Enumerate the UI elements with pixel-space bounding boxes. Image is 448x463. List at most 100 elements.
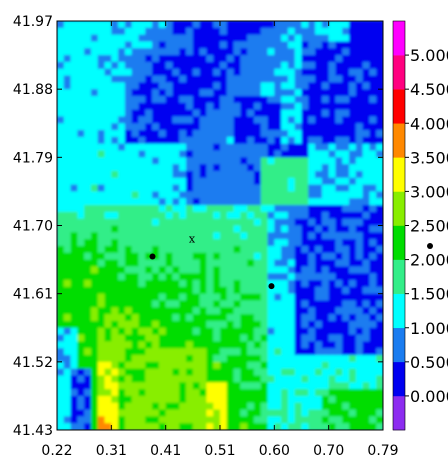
field-cell: [104, 89, 112, 97]
field-cell: [124, 402, 133, 411]
field-cell: [77, 368, 85, 377]
field-cell: [152, 225, 160, 233]
field-cell: [57, 89, 65, 97]
field-cell: [84, 170, 92, 179]
field-cell: [342, 300, 350, 308]
field-cell: [84, 307, 92, 315]
field-cell: [301, 348, 309, 356]
field-cell: [328, 95, 337, 104]
field-cell: [97, 225, 106, 233]
field-cell: [111, 130, 119, 138]
field-cell: [294, 198, 303, 206]
field-cell: [124, 136, 133, 145]
field-cell: [301, 266, 309, 274]
field-cell: [328, 61, 337, 70]
field-cell: [186, 409, 194, 417]
field-cell: [226, 95, 235, 104]
field-cell: [70, 157, 78, 165]
field-cell: [226, 89, 235, 97]
field-cell: [287, 259, 296, 267]
field-cell: [362, 382, 371, 390]
field-cell: [253, 89, 262, 97]
field-cell: [274, 170, 282, 179]
field-cell: [281, 123, 289, 131]
field-cell: [63, 157, 72, 165]
field-cell: [118, 123, 126, 131]
field-cell: [213, 280, 221, 288]
field-cell: [90, 361, 99, 370]
field-cell: [247, 198, 255, 206]
field-cell: [267, 130, 275, 138]
field-cell: [192, 157, 201, 165]
field-cell: [186, 355, 194, 363]
field-cell: [267, 177, 275, 186]
field-cell: [131, 184, 140, 193]
field-cell: [287, 157, 296, 165]
field-cell: [199, 395, 208, 404]
field-cell: [308, 225, 316, 233]
field-cell: [158, 157, 167, 165]
field-cell: [63, 136, 72, 145]
field-cell: [111, 89, 119, 97]
colorbar-label: 5.000: [410, 46, 448, 65]
field-cell: [247, 205, 255, 213]
field-cell: [138, 245, 146, 254]
field-cell: [199, 198, 208, 206]
field-cell: [260, 211, 269, 220]
field-cell: [349, 368, 357, 377]
field-cell: [206, 368, 214, 377]
field-cell: [321, 177, 330, 186]
field-cell: [335, 382, 343, 390]
field-cell: [152, 245, 160, 254]
field-cell: [233, 95, 241, 104]
field-cell: [301, 123, 309, 131]
field-cell: [362, 75, 371, 83]
field-cell: [70, 307, 78, 315]
field-cell: [260, 184, 269, 193]
field-cell: [97, 355, 106, 363]
field-cell: [281, 55, 289, 63]
field-cell: [226, 423, 235, 430]
field-cell: [186, 266, 194, 274]
field-cell: [274, 123, 282, 131]
field-cell: [131, 232, 140, 240]
field-cell: [145, 170, 153, 179]
field-cell: [369, 239, 377, 247]
field-cell: [281, 259, 289, 267]
field-cell: [294, 177, 303, 186]
field-cell: [179, 409, 187, 417]
field-cell: [138, 177, 146, 186]
field-cell: [315, 423, 323, 430]
field-cell: [179, 123, 187, 131]
field-cell: [131, 375, 140, 383]
field-cell: [376, 143, 383, 152]
field-cell: [192, 21, 201, 29]
field-cell: [186, 423, 194, 430]
field-cell: [321, 75, 330, 83]
field-cell: [179, 259, 187, 267]
field-cell: [111, 395, 119, 404]
field-cell: [349, 218, 357, 227]
field-cell: [335, 55, 343, 63]
field-cell: [281, 355, 289, 363]
field-cell: [131, 225, 140, 233]
field-cell: [172, 355, 180, 363]
field-cell: [77, 320, 85, 329]
field-cell: [376, 320, 383, 329]
field-cell: [111, 280, 119, 288]
field-cell: [179, 48, 187, 56]
field-cell: [104, 382, 112, 390]
field-cell: [315, 95, 323, 104]
field-cell: [281, 239, 289, 247]
field-cell: [186, 327, 194, 336]
field-cell: [247, 150, 255, 158]
field-cell: [321, 389, 330, 397]
field-cell: [226, 259, 235, 267]
field-cell: [165, 382, 174, 390]
field-cell: [321, 416, 330, 424]
field-cell: [213, 41, 221, 49]
field-cell: [267, 232, 275, 240]
field-cell: [287, 252, 296, 261]
field-cell: [131, 170, 140, 179]
field-cell: [369, 55, 377, 63]
